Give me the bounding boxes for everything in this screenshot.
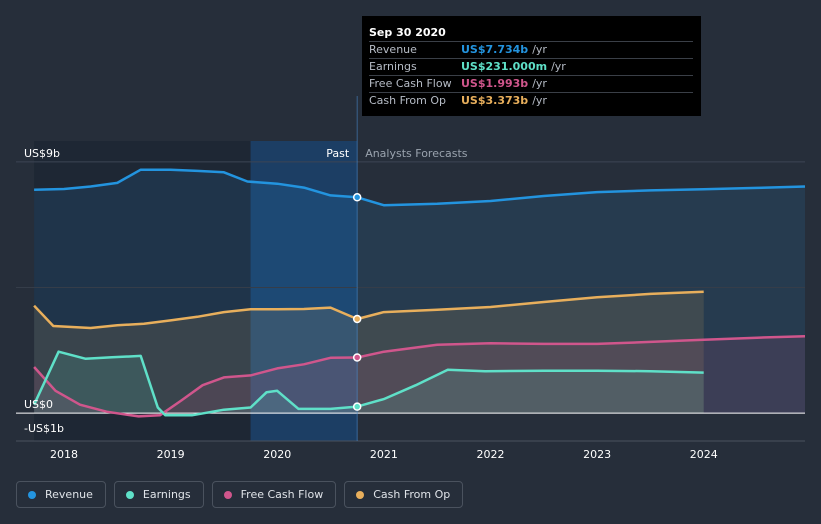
earnings-forecast-line	[356, 368, 704, 408]
earnings-area	[34, 351, 704, 416]
tooltip-unit: /yr	[532, 77, 547, 90]
revenue-forecast-line	[356, 185, 806, 207]
legend-label: Free Cash Flow	[240, 488, 324, 501]
legend-dot-icon	[223, 490, 232, 499]
financial-chart: US$9b US$0 -US$1b 2018 2019 2020 2021 2022 2023 2…	[16, 96, 806, 461]
tooltip-value: US$231.000m	[461, 60, 548, 73]
free-cash-flow-forecast-line	[356, 335, 806, 359]
tooltip-value: US$3.373b	[461, 94, 529, 107]
tooltip-unit: /yr	[532, 94, 547, 107]
legend-item-earnings[interactable]: Earnings	[113, 481, 204, 508]
legend-item-free-cash-flow[interactable]: Free Cash Flow	[211, 481, 337, 508]
tooltip-row-free-cash-flow: Free Cash Flow US$1.993b /yr	[369, 76, 693, 93]
revenue-marker	[352, 193, 362, 202]
tooltip-row-earnings: Earnings US$231.000m /yr	[369, 59, 693, 76]
x-tick-label: 2021	[370, 448, 398, 461]
tooltip-unit: /yr	[551, 60, 566, 73]
earnings-past-line	[32, 350, 358, 417]
legend-label: Cash From Op	[373, 488, 451, 501]
legend-item-cash-from-op[interactable]: Cash From Op	[344, 481, 464, 508]
chart-tooltip: Sep 30 2020 Revenue US$7.734b /yr Earnin…	[362, 16, 701, 116]
forecast-label: Analysts Forecasts	[365, 147, 468, 160]
legend-label: Earnings	[142, 488, 191, 501]
free-cash-flow-past-line	[33, 356, 358, 418]
tooltip-label: Free Cash Flow	[369, 77, 452, 90]
cash-from-op-marker	[352, 314, 362, 324]
y-tick-label: -US$1b	[24, 422, 64, 435]
revenue-past-line	[34, 168, 358, 199]
tooltip-row-revenue: Revenue US$7.734b /yr	[369, 42, 693, 59]
x-tick-label: 2024	[690, 448, 718, 461]
tooltip-label: Revenue	[369, 43, 417, 56]
tooltip-value: US$1.993b	[461, 77, 529, 90]
tooltip-row-cash-from-op: Cash From Op US$3.373b /yr	[369, 93, 693, 109]
free-cash-flow-area	[34, 336, 806, 417]
tooltip-label: Earnings	[369, 60, 417, 73]
x-tick-label: 2022	[476, 448, 504, 461]
tooltip-date: Sep 30 2020	[369, 24, 693, 42]
cash-from-op-area	[34, 291, 704, 414]
past-label: Past	[326, 147, 350, 160]
legend-dot-icon	[125, 490, 134, 499]
tooltip-unit: /yr	[532, 43, 547, 56]
cash-from-op-forecast-line	[356, 290, 704, 321]
legend-item-revenue[interactable]: Revenue	[16, 481, 106, 508]
revenue-area	[34, 169, 806, 414]
x-tick-label: 2020	[263, 448, 291, 461]
tooltip-value: US$7.734b	[461, 43, 529, 56]
chart-legend: Revenue Earnings Free Cash Flow Cash Fro…	[16, 481, 464, 508]
legend-dot-icon	[356, 490, 365, 499]
free-cash-flow-marker	[352, 353, 362, 362]
y-tick-label: US$0	[24, 398, 53, 411]
tooltip-label: Cash From Op	[369, 94, 447, 107]
legend-label: Revenue	[45, 488, 93, 501]
x-tick-label: 2019	[157, 448, 185, 461]
x-tick-label: 2023	[583, 448, 611, 461]
legend-dot-icon	[28, 490, 36, 499]
y-tick-label: US$9b	[24, 147, 60, 160]
cash-from-op-past-line	[33, 304, 358, 330]
earnings-marker	[352, 402, 362, 411]
x-tick-label: 2018	[50, 448, 78, 461]
